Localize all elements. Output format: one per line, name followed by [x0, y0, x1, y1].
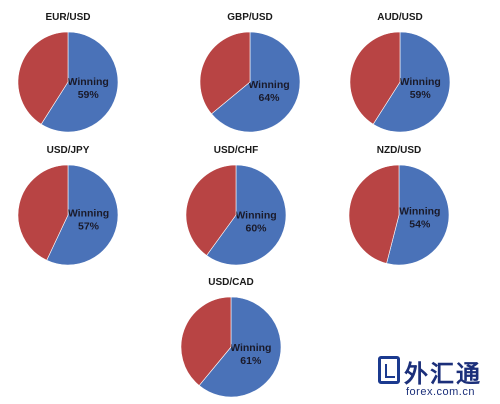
slice-value-label: 64% [258, 92, 280, 104]
pie-slice-winning [40, 31, 119, 133]
pie-slice-losing [17, 164, 69, 261]
slice-label: Winning [248, 79, 289, 91]
pie-chart: NZD/USD Winning 54% [339, 145, 459, 270]
chart-title: GBP/USD [227, 12, 273, 23]
slice-value-label: 60% [245, 223, 267, 235]
pie-chart: USD/CHF Winning 60% [176, 145, 296, 270]
pie-chart: GBP/USD Winning 64% [190, 12, 310, 137]
pie-chart: EUR/USD Winning 59% [8, 12, 128, 137]
pie-slice-losing [180, 296, 232, 386]
pie-chart: AUD/USD Winning 59% [340, 12, 460, 137]
chart-title: USD/CAD [208, 277, 254, 288]
slice-label: Winning [68, 76, 109, 88]
pie-slice-winning [206, 164, 287, 266]
pie-slice-losing [185, 164, 237, 256]
slice-value-label: 54% [409, 219, 431, 231]
pie-slice-winning [198, 296, 282, 398]
chart-title: AUD/USD [377, 12, 423, 23]
slice-value-label: 59% [410, 89, 432, 101]
slice-label: Winning [399, 206, 440, 218]
pie-slice-winning [372, 31, 451, 133]
chart-title: EUR/USD [45, 12, 91, 23]
slice-label: Winning [235, 210, 276, 222]
chart-title: USD/CHF [213, 145, 259, 156]
chart-title: NZD/USD [376, 145, 422, 156]
pie-slice-winning [386, 164, 450, 266]
pie-slice-losing [349, 31, 401, 125]
pie-slice-winning [46, 164, 119, 266]
pie-chart: USD/CAD Winning 61% [171, 277, 291, 402]
slice-value-label: 61% [240, 355, 262, 367]
pie-slice-winning [211, 31, 301, 133]
pie-slice-losing [199, 31, 251, 115]
slice-label: Winning [230, 342, 271, 354]
chart-title: USD/JPY [46, 145, 90, 156]
forex-watermark-logo: 外汇通 forex.com.cn [378, 356, 496, 400]
pie-slice-losing [348, 164, 400, 264]
logo-mark-icon [378, 356, 400, 384]
slice-value-label: 57% [78, 221, 100, 233]
pie-chart: USD/JPY Winning 57% [8, 145, 128, 270]
slice-label: Winning [400, 76, 441, 88]
slice-label: Winning [68, 208, 109, 220]
watermark-chinese-text: 外汇通 [404, 360, 482, 388]
pie-slice-losing [17, 31, 69, 125]
slice-value-label: 59% [78, 89, 100, 101]
watermark-url: forex.com.cn [406, 386, 475, 398]
